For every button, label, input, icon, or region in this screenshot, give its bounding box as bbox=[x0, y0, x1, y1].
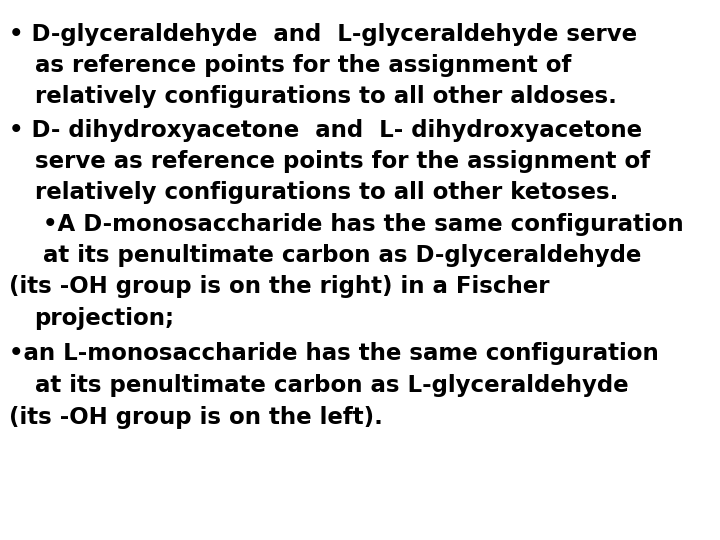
Text: •an L-monosaccharide has the same configuration: •an L-monosaccharide has the same config… bbox=[9, 342, 658, 366]
Text: as reference points for the assignment of: as reference points for the assignment o… bbox=[35, 54, 571, 77]
Text: (its -OH group is on the left).: (its -OH group is on the left). bbox=[9, 406, 382, 429]
Text: (its -OH group is on the right) in a Fischer: (its -OH group is on the right) in a Fis… bbox=[9, 275, 549, 299]
Text: relatively configurations to all other aldoses.: relatively configurations to all other a… bbox=[35, 85, 616, 109]
Text: at its penultimate carbon as L-glyceraldehyde: at its penultimate carbon as L-glycerald… bbox=[35, 374, 628, 397]
Text: • D- dihydroxyacetone  and  L- dihydroxyacetone: • D- dihydroxyacetone and L- dihydroxyac… bbox=[9, 119, 642, 142]
Text: at its penultimate carbon as D-glyceraldehyde: at its penultimate carbon as D-glycerald… bbox=[43, 244, 642, 267]
Text: projection;: projection; bbox=[35, 307, 174, 330]
Text: •A D-monosaccharide has the same configuration: •A D-monosaccharide has the same configu… bbox=[43, 213, 684, 236]
Text: serve as reference points for the assignment of: serve as reference points for the assign… bbox=[35, 150, 649, 173]
Text: • D-glyceraldehyde  and  L-glyceraldehyde serve: • D-glyceraldehyde and L-glyceraldehyde … bbox=[9, 23, 636, 46]
Text: relatively configurations to all other ketoses.: relatively configurations to all other k… bbox=[35, 181, 618, 205]
